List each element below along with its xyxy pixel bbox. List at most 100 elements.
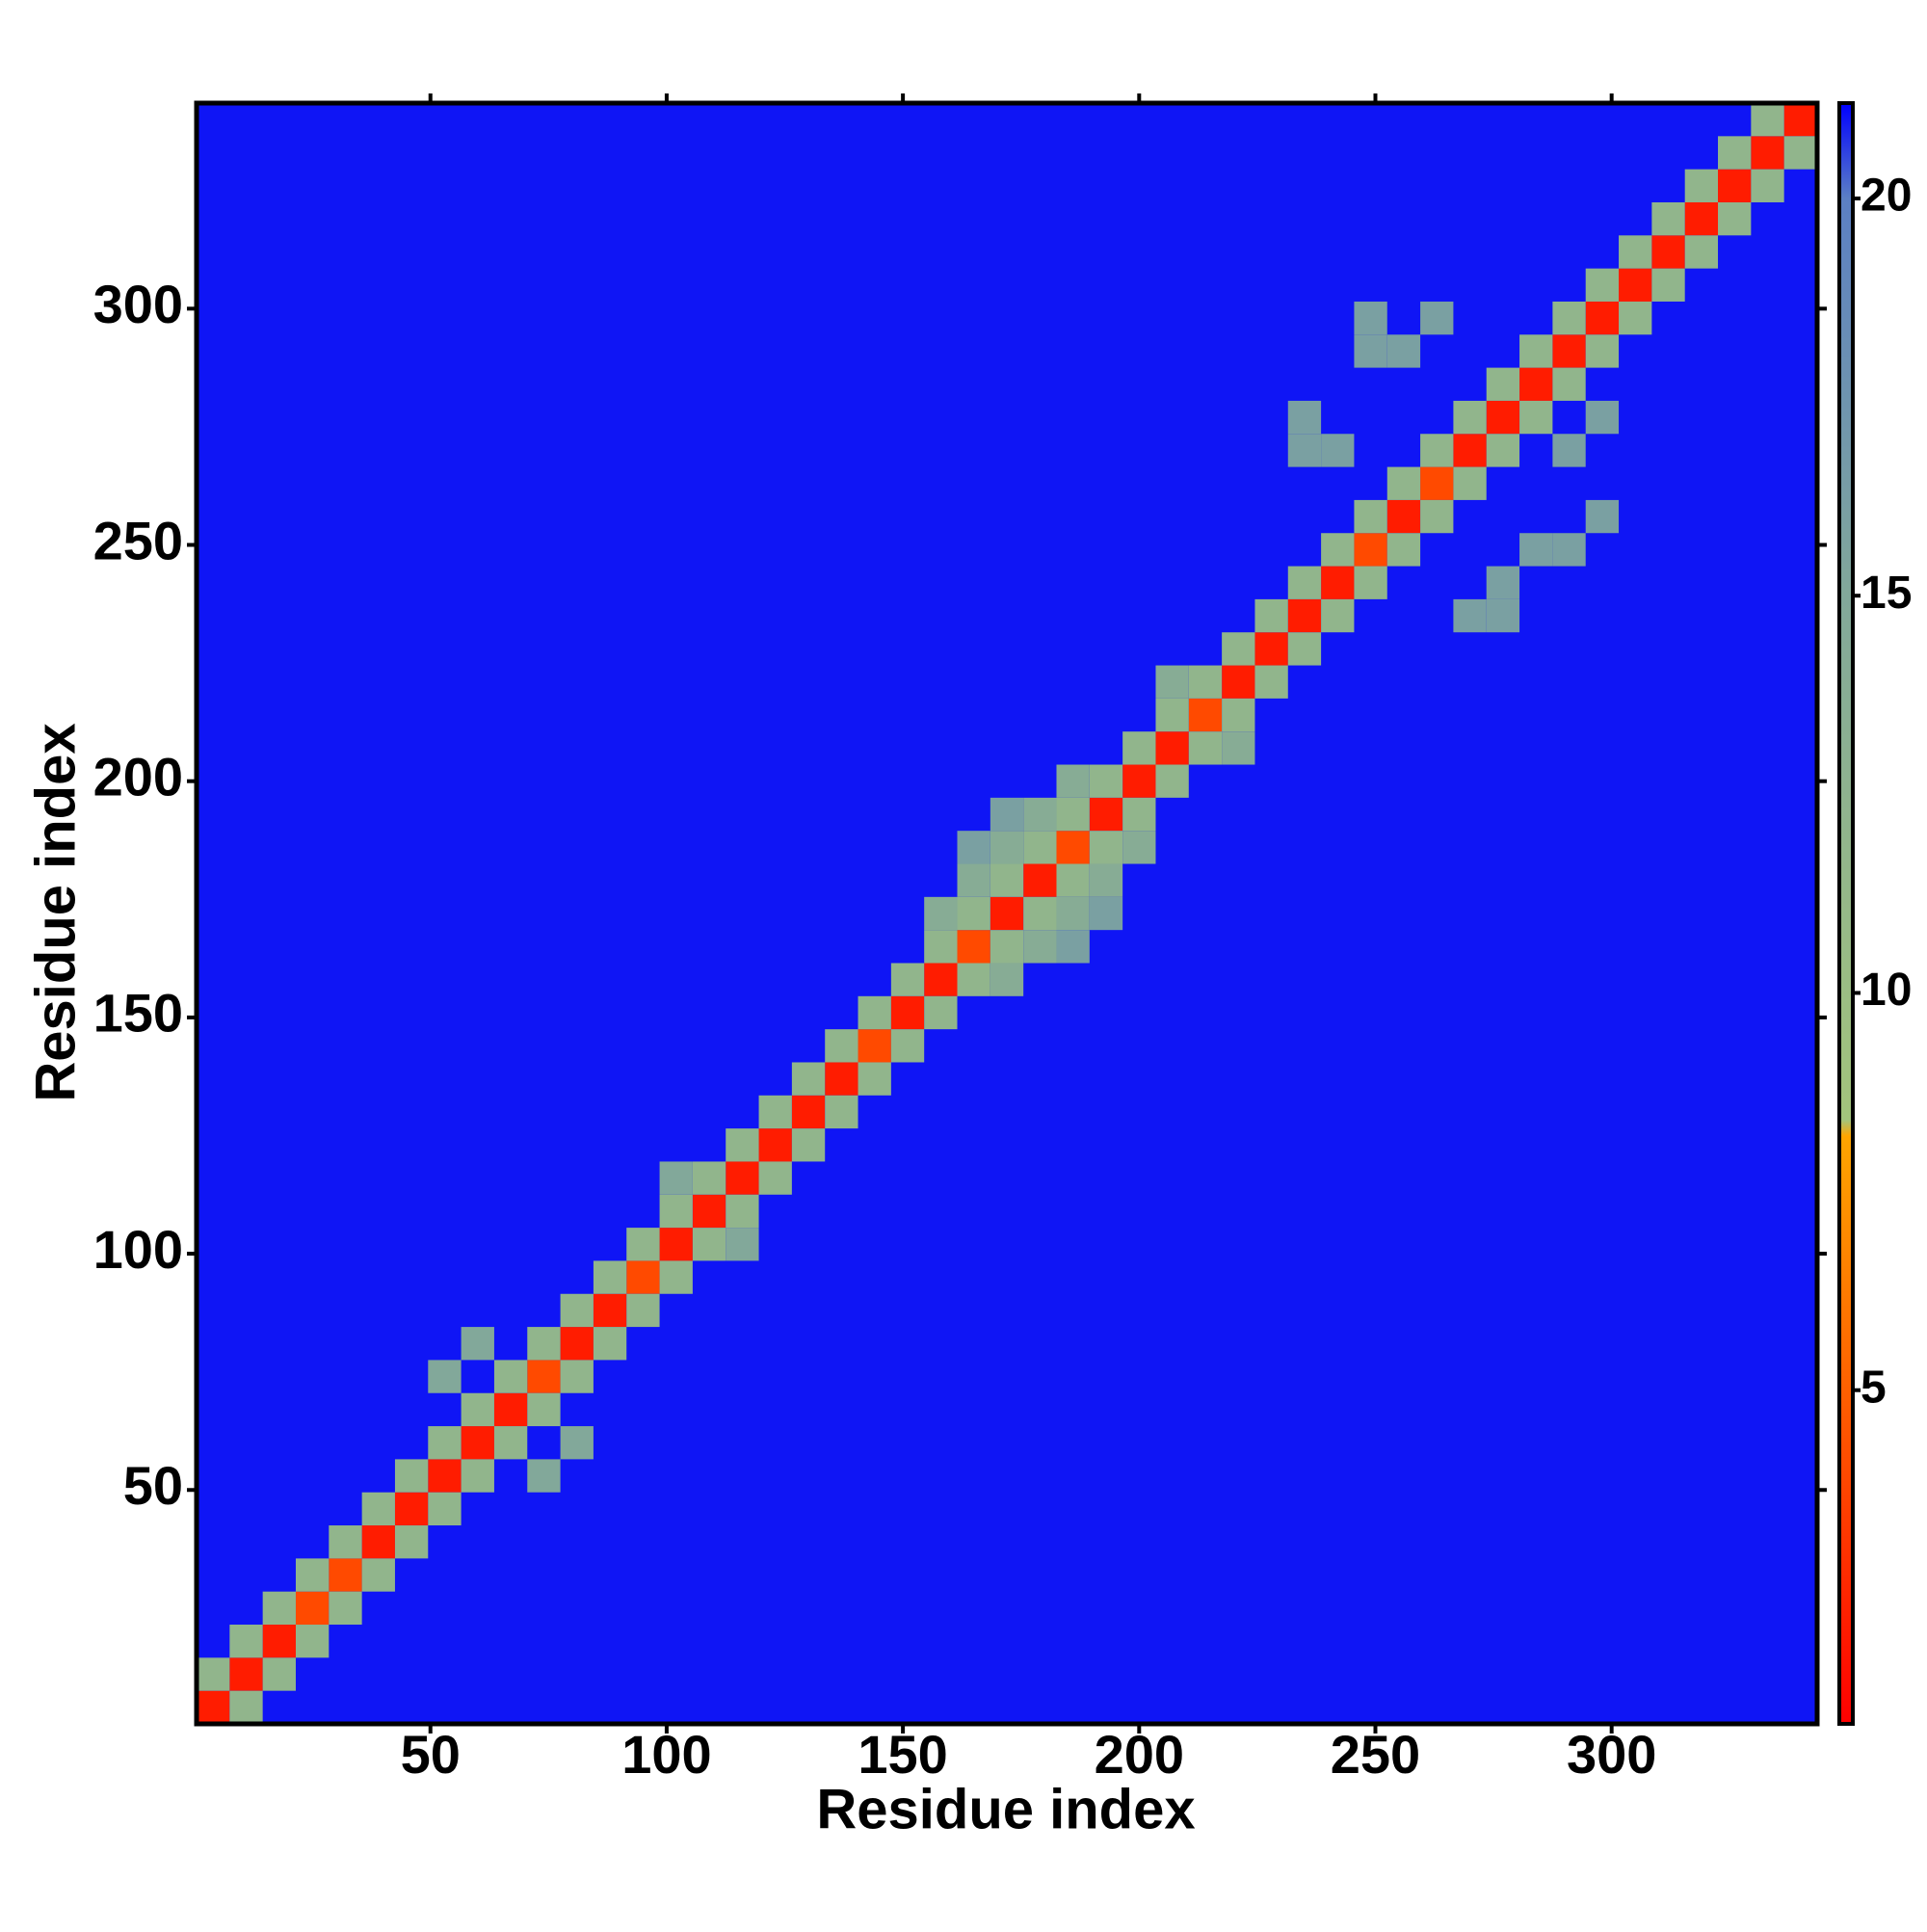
heatmap-cell — [1718, 201, 1752, 236]
heatmap-cell — [295, 1625, 330, 1658]
heatmap-cell — [1188, 665, 1223, 699]
heatmap-cell — [560, 1293, 594, 1328]
heatmap-cell — [1254, 598, 1288, 633]
heatmap-cell — [1552, 367, 1586, 401]
colorbar-tick-label: 10 — [1861, 965, 1912, 1016]
colorbar-tick-label: 5 — [1861, 1362, 1887, 1413]
heatmap-cell — [461, 1459, 494, 1493]
heatmap-cell — [726, 1161, 759, 1195]
heatmap-cell — [1056, 831, 1090, 864]
heatmap-cell — [361, 1558, 395, 1592]
heatmap-cell — [197, 1690, 230, 1724]
heatmap-cell — [858, 1029, 891, 1063]
heatmap-cell — [1718, 136, 1752, 170]
heatmap-cell — [1519, 400, 1553, 435]
x-tick-label: 250 — [1331, 1724, 1420, 1785]
heatmap-cell — [1321, 533, 1355, 567]
heatmap-cell — [1354, 533, 1387, 567]
heatmap-cell — [593, 1260, 627, 1294]
heatmap-cell — [1222, 665, 1255, 699]
heatmap-cell — [1718, 169, 1752, 202]
heatmap-cell — [758, 1128, 792, 1162]
heatmap-cell — [825, 1029, 858, 1063]
heatmap-cell — [1386, 499, 1421, 534]
heatmap-cell — [428, 1492, 462, 1526]
y-tick-label: 100 — [93, 1219, 183, 1280]
heatmap-cell — [659, 1260, 693, 1294]
heatmap-cell — [1453, 466, 1487, 500]
heatmap-cell — [1386, 533, 1421, 567]
heatmap-cell — [1420, 434, 1454, 467]
heatmap-cell — [1354, 566, 1387, 599]
heatmap-cell — [1552, 301, 1586, 335]
heatmap-cell — [1056, 896, 1090, 931]
heatmap-cell — [1321, 566, 1355, 599]
heatmap-cell — [758, 1095, 792, 1129]
heatmap-cell — [858, 995, 891, 1030]
heatmap-cell — [1354, 499, 1387, 534]
heatmap-cell — [1386, 334, 1421, 368]
heatmap-cell — [1486, 367, 1520, 401]
x-tick-label: 100 — [621, 1724, 711, 1785]
colorbar-tick-label: 15 — [1861, 568, 1912, 619]
heatmap-cell — [924, 995, 958, 1030]
heatmap-cell — [1585, 400, 1620, 435]
heatmap-cell — [1585, 301, 1620, 335]
heatmap-cell — [990, 863, 1024, 897]
y-tick-label: 50 — [123, 1455, 183, 1516]
heatmap-cell — [197, 1657, 230, 1691]
heatmap-cell — [1287, 598, 1322, 633]
heatmap-cell — [1222, 731, 1255, 765]
heatmap-cell — [1023, 831, 1057, 864]
heatmap-cell — [1321, 434, 1355, 467]
heatmap-cell — [593, 1293, 627, 1328]
heatmap-cell — [1321, 598, 1355, 633]
heatmap-cell — [858, 1062, 891, 1096]
heatmap-cell — [527, 1360, 561, 1393]
heatmap-cell — [1519, 367, 1553, 401]
heatmap-cell — [1552, 533, 1586, 567]
heatmap-cell — [1486, 598, 1520, 633]
heatmap-cell — [262, 1591, 296, 1626]
heatmap-cell — [659, 1194, 693, 1229]
heatmap-cell — [1188, 698, 1223, 732]
heatmap-cell — [726, 1194, 759, 1229]
heatmap-cell — [1751, 136, 1784, 170]
heatmap-cell — [527, 1459, 561, 1493]
heatmap-cell — [1519, 533, 1553, 567]
heatmap-cell — [428, 1459, 462, 1493]
heatmap-cell — [1023, 863, 1057, 897]
heatmap-cell — [1783, 136, 1817, 170]
heatmap-cell — [1287, 566, 1322, 599]
heatmap-cell — [1751, 103, 1784, 137]
heatmap-cell — [1254, 632, 1288, 666]
heatmap-cell — [1651, 235, 1685, 269]
heatmap-cell — [825, 1062, 858, 1096]
heatmap-cell — [825, 1095, 858, 1129]
heatmap-cell — [791, 1128, 826, 1162]
heatmap-cell — [990, 797, 1024, 832]
heatmap-cell — [394, 1459, 429, 1493]
heatmap-cell — [1155, 731, 1189, 765]
heatmap-cell — [1056, 930, 1090, 964]
heatmap-cell — [461, 1392, 494, 1427]
heatmap-cell — [461, 1426, 494, 1460]
x-axis-title: Residue index — [816, 1778, 1195, 1840]
x-tick-label: 300 — [1567, 1724, 1656, 1785]
heatmap-cell — [527, 1327, 561, 1361]
heatmap-cell — [1651, 201, 1685, 236]
heatmap-cell — [1122, 764, 1156, 798]
heatmap-cell — [1651, 268, 1685, 302]
heatmap-cell — [1420, 301, 1454, 335]
heatmap-cell — [1486, 566, 1520, 599]
heatmap-cell — [1619, 301, 1652, 335]
heatmap-cell — [1155, 698, 1189, 732]
heatmap-cell — [1155, 764, 1189, 798]
heatmap-cell — [461, 1327, 494, 1361]
x-tick-label: 50 — [401, 1724, 461, 1785]
heatmap-cell — [1420, 499, 1454, 534]
heatmap-cell — [1684, 201, 1719, 236]
heatmap — [197, 103, 1817, 1724]
